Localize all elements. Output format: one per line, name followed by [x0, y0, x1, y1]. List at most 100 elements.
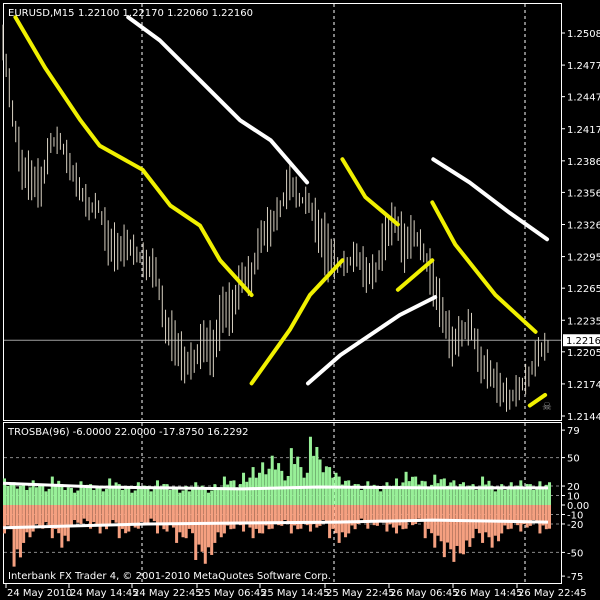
- histogram-positive-bar: [194, 482, 198, 505]
- histogram-negative-bar: [401, 505, 405, 530]
- indicator-tick-label: 79: [567, 426, 580, 437]
- histogram-negative-bar: [264, 505, 268, 526]
- histogram-positive-bar: [76, 490, 80, 505]
- histogram-negative-bar: [337, 505, 341, 543]
- histogram-negative-bar: [359, 505, 363, 519]
- histogram-negative-bar: [500, 505, 504, 534]
- histogram-negative-bar: [522, 505, 526, 525]
- histogram-positive-bar: [417, 484, 421, 505]
- histogram-positive-bar: [9, 482, 13, 505]
- histogram-negative-bar: [541, 505, 545, 526]
- histogram-negative-bar: [267, 505, 271, 530]
- time-tick-label: 26 May 14:45: [454, 588, 523, 599]
- histogram-positive-bar: [548, 482, 551, 505]
- histogram-positive-bar: [270, 455, 274, 505]
- current-price-label: 1.22160: [566, 336, 600, 347]
- histogram-positive-bar: [159, 487, 163, 505]
- histogram-negative-bar: [363, 505, 367, 522]
- histogram-positive-bar: [95, 487, 99, 505]
- histogram-positive-bar: [146, 486, 150, 505]
- histogram-positive-bar: [509, 482, 513, 505]
- histogram-negative-bar: [92, 505, 96, 523]
- histogram-positive-bar: [25, 489, 29, 505]
- histogram-negative-bar: [458, 505, 462, 554]
- histogram-negative-bar: [446, 505, 450, 543]
- price-tick-label: 1.22955: [567, 253, 600, 264]
- histogram-negative-bar: [484, 505, 488, 533]
- histogram-negative-bar: [149, 505, 153, 519]
- histogram-positive-bar: [238, 484, 242, 505]
- time-tick-label: 26 May 06:45: [390, 588, 459, 599]
- histogram-positive-bar: [544, 484, 548, 505]
- histogram-positive-bar: [395, 478, 399, 505]
- histogram-negative-bar: [395, 505, 399, 534]
- histogram-positive-bar: [385, 482, 389, 505]
- histogram-negative-bar: [229, 505, 233, 530]
- symbol-label: EURUSD,M15: [8, 8, 74, 19]
- histogram-positive-bar: [184, 486, 188, 505]
- histogram-negative-bar: [404, 505, 408, 529]
- histogram-positive-bar: [538, 481, 542, 505]
- histogram-positive-bar: [512, 488, 516, 505]
- histogram-negative-bar: [366, 505, 370, 529]
- histogram-positive-bar: [18, 485, 22, 505]
- histogram-negative-bar: [245, 505, 249, 525]
- histogram-negative-bar: [226, 505, 230, 526]
- time-tick-label: 26 May 22:45: [518, 588, 587, 599]
- histogram-negative-bar: [162, 505, 166, 530]
- histogram-negative-bar: [490, 505, 494, 548]
- histogram-positive-bar: [6, 485, 10, 505]
- histogram-positive-bar: [318, 459, 322, 505]
- histogram-negative-bar: [455, 505, 459, 546]
- histogram-positive-bar: [50, 476, 54, 505]
- histogram-negative-bar: [519, 505, 523, 532]
- histogram-positive-bar: [216, 489, 220, 505]
- current-price-box: [563, 334, 600, 347]
- histogram-positive-bar: [439, 479, 443, 505]
- histogram-negative-bar: [117, 505, 121, 539]
- histogram-negative-bar: [461, 505, 465, 555]
- skull-icon[interactable]: ☠: [542, 400, 552, 413]
- price-tick-label: 1.22655: [567, 284, 600, 295]
- price-panel: EURUSD,M15 1.22100 1.22170 1.22060 1.221…: [2, 3, 562, 421]
- histogram-positive-bar: [54, 484, 58, 505]
- histogram-negative-bar: [347, 505, 351, 534]
- histogram-positive-bar: [226, 484, 230, 505]
- histogram-positive-bar: [251, 467, 255, 505]
- histogram-positive-bar: [474, 489, 478, 505]
- histogram-positive-bar: [117, 484, 121, 505]
- histogram-negative-bar: [73, 505, 77, 521]
- histogram-positive-bar: [111, 485, 115, 505]
- histogram-negative-bar: [232, 505, 236, 529]
- histogram-negative-bar: [22, 505, 26, 543]
- histogram-negative-bar: [114, 505, 118, 523]
- price-tick-label: 1.24475: [567, 93, 600, 104]
- histogram-positive-bar: [331, 477, 335, 505]
- histogram-negative-bar: [433, 505, 437, 548]
- histogram-negative-bar: [497, 505, 501, 542]
- white-trend-line: [306, 295, 438, 386]
- histogram-positive-bar: [69, 487, 73, 505]
- histogram-positive-bar: [414, 476, 418, 505]
- histogram-negative-bar: [324, 505, 328, 523]
- histogram-negative-bar: [270, 505, 274, 529]
- histogram-positive-bar: [391, 485, 395, 505]
- histogram-negative-bar: [235, 505, 239, 523]
- histogram-positive-bar: [108, 478, 112, 505]
- histogram-negative-bar: [261, 505, 265, 534]
- histogram-positive-bar: [347, 480, 351, 505]
- histogram-negative-bar: [305, 505, 309, 526]
- indicator-tick-label: 10: [567, 492, 580, 503]
- histogram-positive-bar: [375, 486, 379, 505]
- time-tick-label: 25 May 22:45: [326, 588, 395, 599]
- histogram-positive-bar: [337, 476, 341, 505]
- histogram-negative-bar: [6, 505, 10, 526]
- histogram-positive-bar: [133, 490, 137, 505]
- histogram-positive-bar: [127, 487, 131, 505]
- histogram-negative-bar: [168, 505, 172, 525]
- histogram-negative-bar: [410, 505, 414, 526]
- histogram-positive-bar: [490, 486, 494, 505]
- histogram-positive-bar: [149, 491, 153, 505]
- histogram-positive-bar: [277, 463, 281, 505]
